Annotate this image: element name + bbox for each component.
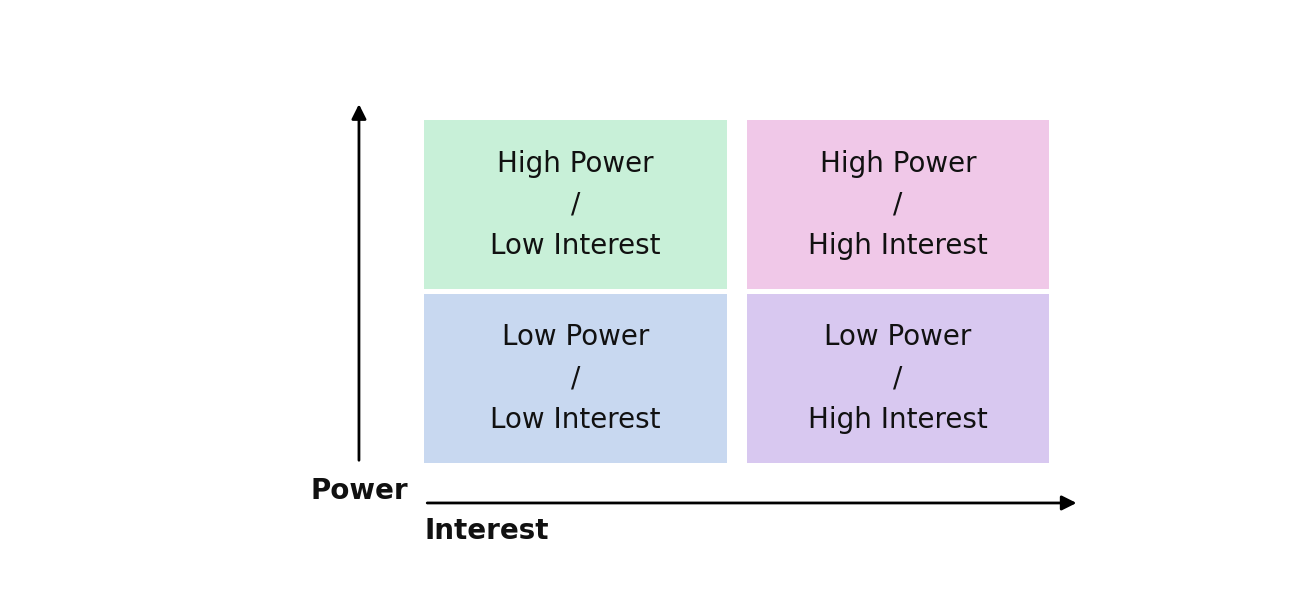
FancyBboxPatch shape: [424, 120, 727, 289]
FancyBboxPatch shape: [746, 120, 1049, 289]
Text: Low Power
/
High Interest: Low Power / High Interest: [809, 323, 988, 434]
Text: Low Power
/
Low Interest: Low Power / Low Interest: [490, 323, 660, 434]
Text: High Power
/
Low Interest: High Power / Low Interest: [490, 149, 660, 260]
Text: High Power
/
High Interest: High Power / High Interest: [809, 149, 988, 260]
FancyBboxPatch shape: [424, 294, 727, 463]
FancyBboxPatch shape: [746, 294, 1049, 463]
Text: Interest: Interest: [424, 517, 549, 545]
Text: Power: Power: [311, 477, 408, 505]
